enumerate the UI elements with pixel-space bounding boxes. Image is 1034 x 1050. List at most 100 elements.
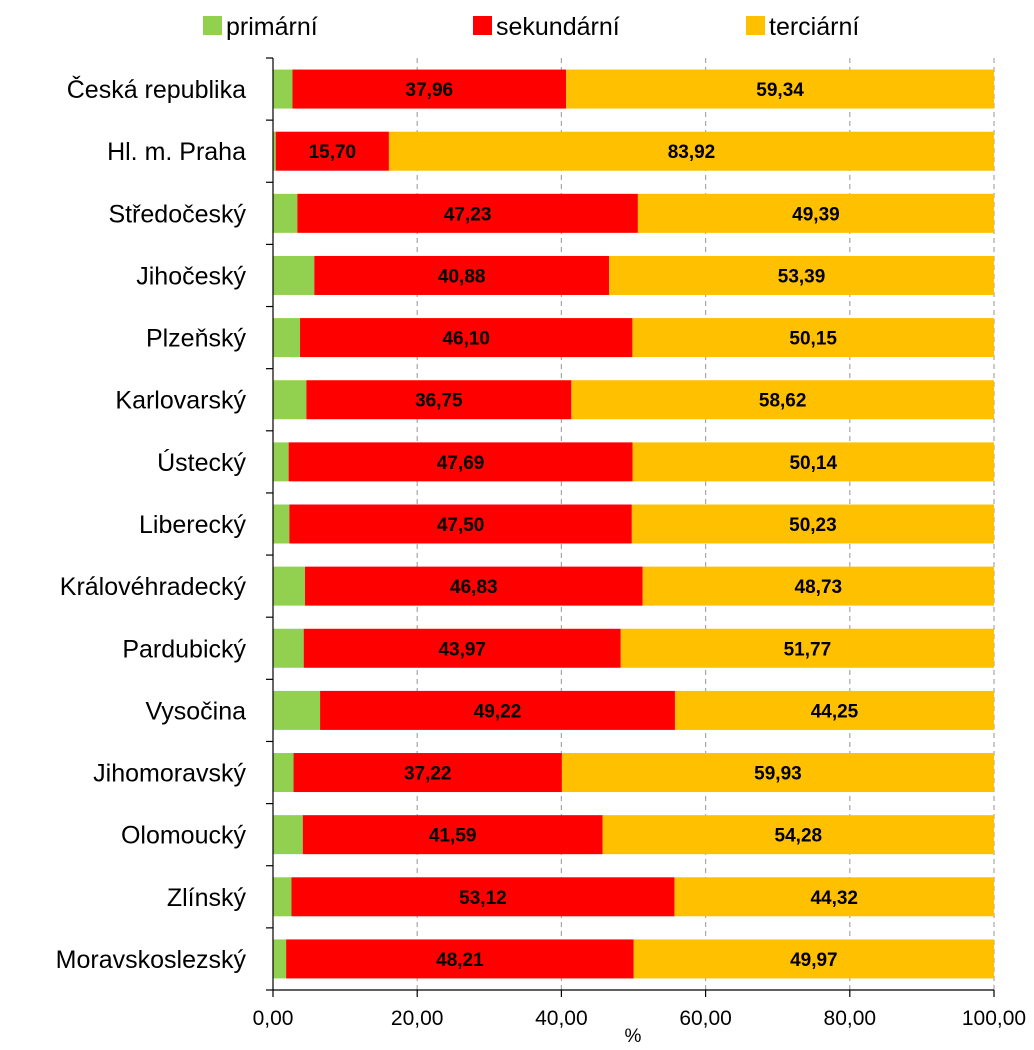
bar-segment xyxy=(561,753,994,793)
legend-swatch xyxy=(203,16,222,35)
x-tick-label: 80,00 xyxy=(824,1007,877,1030)
bar-segment xyxy=(289,504,632,544)
bar-segment xyxy=(275,131,389,171)
data-label: 37,96 xyxy=(406,80,454,101)
legend-label: primární xyxy=(226,13,318,41)
bar-segment xyxy=(273,815,303,855)
data-label: 49,39 xyxy=(792,204,840,225)
data-labels: 37,96 59,34 15,70 83,92 47,23 49,39 40,88 53,39… xyxy=(309,80,859,971)
bar-segment xyxy=(273,380,307,420)
bar-segment xyxy=(273,628,304,668)
data-label: 41,59 xyxy=(429,826,477,847)
data-label: 50,14 xyxy=(789,453,837,474)
bar-segment xyxy=(633,939,994,979)
x-tick-label: 60,00 xyxy=(679,1007,732,1030)
category-label: Jihomoravský xyxy=(93,760,246,788)
category-label: Královéhradecký xyxy=(60,573,247,601)
bar-segment xyxy=(273,193,298,233)
legend-swatch xyxy=(746,16,765,35)
x-tick-label: 0,00 xyxy=(253,1007,294,1030)
bar-segment xyxy=(273,131,276,171)
data-label: 15,70 xyxy=(309,142,357,163)
axes xyxy=(266,57,995,997)
category-label: Olomoucký xyxy=(121,822,247,850)
bar-segment xyxy=(571,380,994,420)
x-tick-label: 40,00 xyxy=(535,1007,588,1030)
data-label: 58,62 xyxy=(759,391,807,412)
category-label: Zlínský xyxy=(167,884,247,912)
data-label: 50,15 xyxy=(789,329,837,350)
bar-segment xyxy=(273,504,290,544)
data-label: 83,92 xyxy=(668,142,716,163)
data-label: 46,83 xyxy=(450,577,498,598)
bar-segment xyxy=(273,939,287,979)
x-tick-labels: 0,00 20,00 40,00 60,00 80,00 100,00 xyxy=(253,1007,1027,1030)
bar-segment xyxy=(674,877,994,917)
bar-segment xyxy=(273,753,294,793)
legend-label: terciární xyxy=(769,13,859,41)
data-label: 47,50 xyxy=(437,515,485,536)
data-label: 53,12 xyxy=(459,888,507,909)
bar-segment xyxy=(293,753,562,793)
data-label: 36,75 xyxy=(415,391,463,412)
bar-segment xyxy=(286,939,634,979)
legend-label: sekundární xyxy=(496,13,620,41)
bar-segment xyxy=(320,690,675,730)
bar-segment xyxy=(609,255,994,295)
bar-segment xyxy=(292,69,567,109)
bar-segment xyxy=(273,318,301,358)
bar-segment xyxy=(273,690,321,730)
bar-segment xyxy=(637,193,994,233)
category-label: Plzeňský xyxy=(146,325,247,353)
bar-segment xyxy=(288,442,633,482)
legend: primární sekundární terciární xyxy=(203,13,859,41)
legend-swatch xyxy=(473,16,492,35)
data-label: 47,23 xyxy=(444,204,492,225)
data-label: 48,21 xyxy=(436,950,484,971)
category-label: Hl. m. Praha xyxy=(107,138,246,166)
category-label: Liberecký xyxy=(139,511,246,539)
category-label: Česká republika xyxy=(67,75,246,104)
bar-segment xyxy=(674,690,994,730)
bar-segment xyxy=(566,69,994,109)
category-label: Středočeský xyxy=(108,200,246,228)
category-label: Moravskoslezský xyxy=(56,946,247,974)
data-label: 59,93 xyxy=(754,764,802,785)
bar-segment xyxy=(303,628,621,668)
x-tick-label: 20,00 xyxy=(391,1007,444,1030)
bars xyxy=(273,69,995,979)
data-label: 43,97 xyxy=(438,639,486,660)
data-label: 51,77 xyxy=(784,639,832,660)
data-label: 54,28 xyxy=(775,826,823,847)
data-label: 50,23 xyxy=(789,515,837,536)
data-label: 37,22 xyxy=(404,764,452,785)
data-label: 44,25 xyxy=(811,701,859,722)
category-label: Jihočeský xyxy=(136,262,246,290)
bar-segment xyxy=(388,131,995,171)
x-axis-title: % xyxy=(625,1026,642,1047)
category-labels: Česká republika Hl. m. Praha Středočeský Ji… xyxy=(56,75,247,974)
bar-segment xyxy=(273,566,306,606)
data-label: 47,69 xyxy=(437,453,485,474)
bar-segment xyxy=(273,69,293,109)
bar-segment xyxy=(314,255,610,295)
x-tick-label: 100,00 xyxy=(962,1007,1026,1030)
data-label: 53,39 xyxy=(778,266,826,287)
data-label: 46,10 xyxy=(442,329,490,350)
data-label: 48,73 xyxy=(795,577,843,598)
bar-segment xyxy=(297,193,638,233)
bar-segment xyxy=(300,318,633,358)
bar-segment xyxy=(632,442,994,482)
data-label: 44,32 xyxy=(810,888,858,909)
category-label: Pardubický xyxy=(122,635,246,663)
bar-segment xyxy=(302,815,603,855)
category-label: Karlovarský xyxy=(115,387,246,415)
bar-segment xyxy=(273,255,315,295)
category-label: Ústecký xyxy=(157,448,246,477)
bar-segment xyxy=(273,442,289,482)
bar-segment xyxy=(602,815,994,855)
bar-segment xyxy=(305,566,643,606)
bar-segment xyxy=(642,566,994,606)
bar-segment xyxy=(273,877,292,917)
data-label: 49,22 xyxy=(474,701,522,722)
